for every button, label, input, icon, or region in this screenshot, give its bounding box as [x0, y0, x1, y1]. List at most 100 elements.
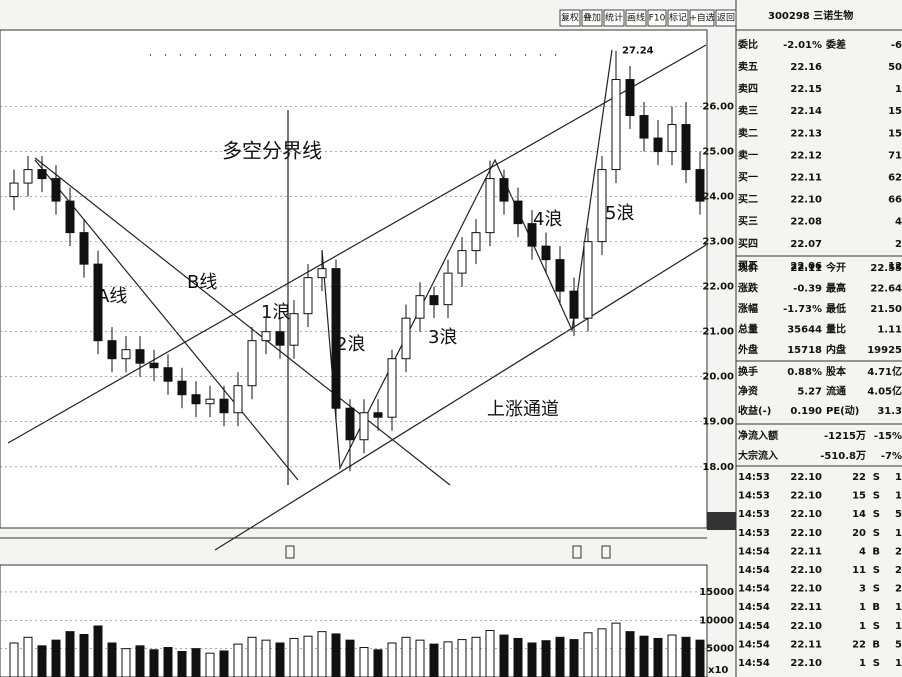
trade-cell: 1: [859, 602, 866, 613]
candle-body: [667, 124, 677, 153]
stat-cell: 15718: [787, 345, 822, 356]
volume-tick-label: 10000: [699, 615, 734, 626]
book-cell: 62: [888, 173, 902, 184]
volume-bar: [611, 622, 621, 677]
quote-cell: 委比: [737, 38, 758, 51]
trade-cell: 3: [859, 584, 866, 595]
annotation: 5浪: [605, 203, 634, 224]
volume-bar: [135, 645, 145, 677]
toolbar-button[interactable]: [647, 9, 667, 27]
trade-cell: 2: [895, 546, 902, 557]
candle-body: [37, 169, 47, 180]
book-cell: 买四: [738, 238, 758, 250]
candle-body: [513, 200, 523, 225]
book-cell: 22.10: [790, 195, 822, 206]
volume-bar: [121, 648, 131, 677]
candle-body: [359, 412, 369, 441]
trade-cell: 22.11: [790, 639, 822, 650]
volume-bar: [625, 631, 635, 677]
candle-body: [625, 79, 635, 117]
volume-bar: [317, 631, 327, 677]
volume-bar: [37, 645, 47, 677]
book-cell: 卖四: [738, 82, 758, 95]
candle-body: [233, 385, 243, 414]
channel-lower: [214, 244, 707, 551]
stat-cell: 净资: [738, 385, 758, 398]
candle-body: [471, 232, 481, 252]
candle-body: [345, 407, 355, 441]
y-tick-label: 19.00: [702, 417, 734, 428]
volume-bar: [359, 647, 369, 677]
channel-upper: [7, 44, 707, 444]
trade-cell: 22.10: [790, 472, 822, 483]
volume-bar: [79, 633, 89, 677]
book-cell: 15: [888, 128, 902, 139]
toolbar-label: 返回: [717, 12, 735, 24]
trade-cell: 1: [895, 528, 902, 539]
book-cell: 2: [895, 239, 902, 250]
volume-bar: [261, 639, 271, 677]
trade-cell: B: [872, 639, 880, 650]
trade-cell: 22.10: [790, 509, 822, 520]
annotation: 上涨通道: [487, 399, 559, 420]
stat-cell: 流通: [826, 385, 846, 398]
stat-cell: 量比: [826, 323, 846, 336]
trade-cell: S: [873, 509, 880, 520]
candle-body: [527, 223, 537, 247]
stat-cell: -1.73%: [783, 304, 822, 315]
candle-body: [387, 358, 397, 418]
volume-bar: [639, 635, 649, 677]
candle-body: [163, 367, 173, 382]
volume-bar: [513, 637, 523, 677]
stat-cell: 收益(-): [738, 404, 771, 417]
trade-cell: S: [873, 472, 880, 483]
trade-cell: 22.10: [790, 621, 822, 632]
book-cell: 66: [888, 195, 902, 206]
book-cell: 22.06: [790, 261, 822, 272]
toolbar-button[interactable]: [625, 9, 647, 27]
candle-body: [177, 380, 187, 396]
trade-cell: 22.10: [790, 565, 822, 576]
toolbar-button[interactable]: [689, 9, 715, 27]
volume-bar: [499, 634, 509, 677]
toolbar-button[interactable]: [559, 9, 581, 27]
trade-cell: 22: [852, 472, 866, 483]
trade-cell: 14:54: [738, 658, 770, 669]
trade-cell: 14:54: [738, 602, 770, 613]
candle-body: [303, 277, 313, 315]
trade-cell: 1: [895, 602, 902, 613]
volume-bar: [219, 650, 229, 677]
book-cell: 卖二: [738, 126, 758, 139]
volume-bar: [9, 642, 19, 677]
stat-cell: 股本: [826, 365, 847, 378]
toolbar-button[interactable]: [581, 9, 603, 27]
volume-tick-label: 5000: [706, 644, 734, 655]
trade-cell: 1: [895, 491, 902, 502]
candle-body: [401, 317, 411, 360]
annotation: B线: [187, 272, 217, 293]
peak-label: 27.24: [622, 46, 654, 57]
candle-body: [289, 313, 299, 346]
candle-body: [149, 362, 159, 369]
trade-cell: B: [872, 546, 880, 557]
candle-body: [653, 137, 663, 153]
volume-bar: [65, 631, 75, 677]
book-cell: 71: [888, 150, 902, 161]
book-cell: 12: [888, 261, 902, 272]
trade-cell: 22.10: [790, 491, 822, 502]
book-cell: 22.11: [790, 173, 822, 184]
book-cell: 22.15: [790, 84, 822, 95]
toolbar-button[interactable]: [603, 9, 625, 27]
toolbar-label: +自选: [689, 12, 715, 24]
stat-cell: 内盘: [826, 343, 846, 356]
candle-body: [9, 182, 19, 198]
toolbar-button[interactable]: [715, 9, 737, 27]
candle-body: [695, 169, 705, 202]
stat-cell: 22.55: [870, 263, 902, 274]
book-cell: 22.14: [790, 106, 822, 117]
candle-body: [541, 245, 551, 261]
annotation: A线: [97, 286, 127, 307]
toolbar-button[interactable]: [667, 9, 689, 27]
a-line: [34, 159, 299, 481]
